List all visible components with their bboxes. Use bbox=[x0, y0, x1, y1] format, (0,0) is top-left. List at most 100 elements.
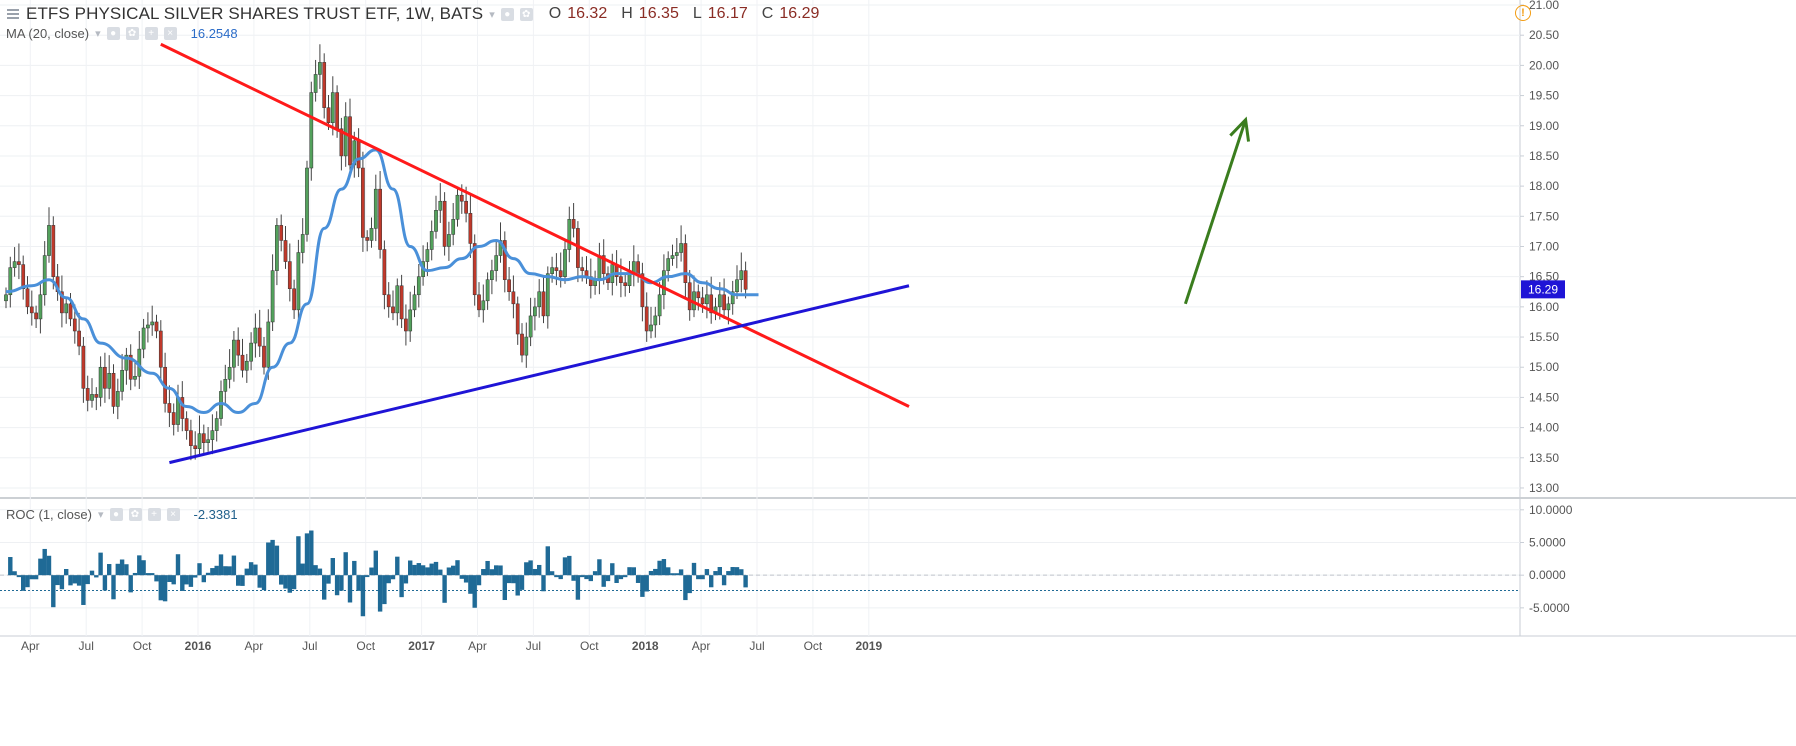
roc-bar bbox=[657, 560, 662, 576]
candle-body bbox=[743, 270, 748, 290]
roc-bar bbox=[511, 575, 516, 584]
roc-bar bbox=[623, 575, 628, 578]
close-icon[interactable]: × bbox=[163, 27, 177, 40]
warning-icon[interactable]: ! bbox=[1515, 5, 1531, 21]
roc-bar bbox=[365, 575, 370, 578]
roc-bar bbox=[89, 570, 95, 576]
candle-body bbox=[580, 267, 585, 271]
roc-bar bbox=[537, 564, 542, 576]
roc-bar bbox=[433, 561, 439, 576]
menu-icon[interactable] bbox=[6, 7, 20, 21]
roc-bar bbox=[184, 575, 189, 585]
candle-body bbox=[442, 200, 447, 247]
candle-body bbox=[571, 219, 576, 229]
candle-body bbox=[597, 255, 602, 280]
roc-bar bbox=[330, 558, 335, 576]
candle-body bbox=[300, 234, 305, 253]
settings-icon[interactable]: ✿ bbox=[125, 27, 139, 40]
roc-bar bbox=[399, 575, 404, 598]
price-tick-label: 18.00 bbox=[1529, 179, 1559, 193]
ohlc-high-label: H bbox=[621, 5, 633, 22]
roc-bar bbox=[580, 575, 585, 578]
ohlc-open-value: 16.32 bbox=[567, 5, 608, 22]
roc-bar bbox=[193, 575, 198, 578]
candle-body bbox=[472, 243, 477, 296]
candle-body bbox=[107, 373, 112, 389]
candle-body bbox=[670, 255, 675, 259]
time-tick-label: Jul bbox=[526, 639, 541, 653]
chevron-down-icon[interactable]: ▾ bbox=[95, 28, 101, 40]
roc-bar bbox=[588, 575, 593, 582]
roc-bar bbox=[468, 575, 473, 594]
candle-body bbox=[158, 330, 163, 368]
candle-body bbox=[395, 285, 400, 314]
roc-bar bbox=[356, 575, 361, 591]
time-tick-label: Apr bbox=[245, 639, 264, 653]
candle-body bbox=[730, 291, 735, 305]
chevron-down-icon[interactable]: ▾ bbox=[489, 8, 495, 21]
price-tick-label: 21.00 bbox=[1529, 0, 1559, 12]
ohlc-low-value: 16.17 bbox=[707, 5, 748, 22]
candle-body bbox=[709, 294, 714, 314]
roc-bar bbox=[700, 575, 705, 580]
candle-body bbox=[343, 116, 348, 157]
candle-body bbox=[90, 394, 94, 401]
roc-bar bbox=[279, 575, 284, 585]
candle-body bbox=[726, 303, 731, 311]
roc-bar bbox=[68, 575, 73, 586]
roc-label[interactable]: ROC (1, close) bbox=[6, 507, 92, 522]
eye-icon[interactable]: ● bbox=[106, 27, 120, 40]
roc-bar bbox=[205, 572, 211, 576]
roc-bar bbox=[334, 575, 340, 596]
roc-bar bbox=[524, 562, 529, 576]
time-tick-label: Oct bbox=[580, 639, 599, 653]
plus-icon[interactable]: + bbox=[147, 508, 161, 521]
roc-bar bbox=[519, 575, 525, 590]
eye-icon[interactable]: ● bbox=[500, 7, 514, 21]
time-tick-label: 2017 bbox=[408, 639, 435, 653]
symbol-title[interactable]: ETFS PHYSICAL SILVER SHARES TRUST ETF, 1… bbox=[26, 4, 484, 23]
settings-icon[interactable]: ✿ bbox=[519, 7, 533, 21]
roc-bar bbox=[115, 563, 120, 576]
roc-bar bbox=[214, 565, 219, 576]
support-trendline bbox=[169, 284, 910, 465]
candle-body bbox=[382, 249, 387, 296]
roc-bar bbox=[558, 575, 563, 580]
candle-body bbox=[494, 255, 499, 271]
roc-bar bbox=[25, 575, 30, 588]
candle-body bbox=[515, 303, 520, 335]
candle-body bbox=[464, 200, 468, 214]
roc-bar bbox=[180, 575, 185, 591]
roc-bar bbox=[283, 575, 288, 589]
candle-body bbox=[270, 270, 275, 323]
chevron-down-icon[interactable]: ▾ bbox=[97, 509, 104, 521]
close-icon[interactable]: × bbox=[166, 508, 180, 521]
eye-icon[interactable]: ● bbox=[109, 508, 123, 521]
candle-body bbox=[687, 282, 692, 311]
ma-label[interactable]: MA (20, close) bbox=[6, 26, 90, 41]
roc-bar bbox=[119, 559, 125, 576]
roc-bar bbox=[257, 575, 262, 588]
candle-body bbox=[365, 237, 370, 241]
settings-icon[interactable]: ✿ bbox=[128, 508, 142, 521]
candle-body bbox=[399, 285, 404, 320]
price-tick-label: 16.00 bbox=[1529, 300, 1559, 314]
roc-bar bbox=[476, 575, 482, 586]
roc-bar bbox=[8, 557, 13, 576]
plus-icon[interactable]: + bbox=[144, 27, 158, 40]
roc-tick-label: 10.0000 bbox=[1529, 503, 1573, 517]
roc-bar bbox=[442, 575, 447, 603]
candle-body bbox=[485, 279, 490, 302]
roc-bar bbox=[128, 575, 133, 593]
time-tick-label: Jul bbox=[302, 639, 317, 653]
candle-body bbox=[683, 243, 688, 283]
roc-bar bbox=[21, 575, 26, 591]
roc-bar bbox=[274, 545, 280, 576]
candle-body bbox=[47, 225, 51, 256]
roc-bar bbox=[416, 563, 421, 576]
roc-bar bbox=[472, 575, 477, 608]
candle-body bbox=[4, 294, 8, 302]
candle-body bbox=[124, 354, 129, 371]
time-tick-label: Oct bbox=[804, 639, 823, 653]
